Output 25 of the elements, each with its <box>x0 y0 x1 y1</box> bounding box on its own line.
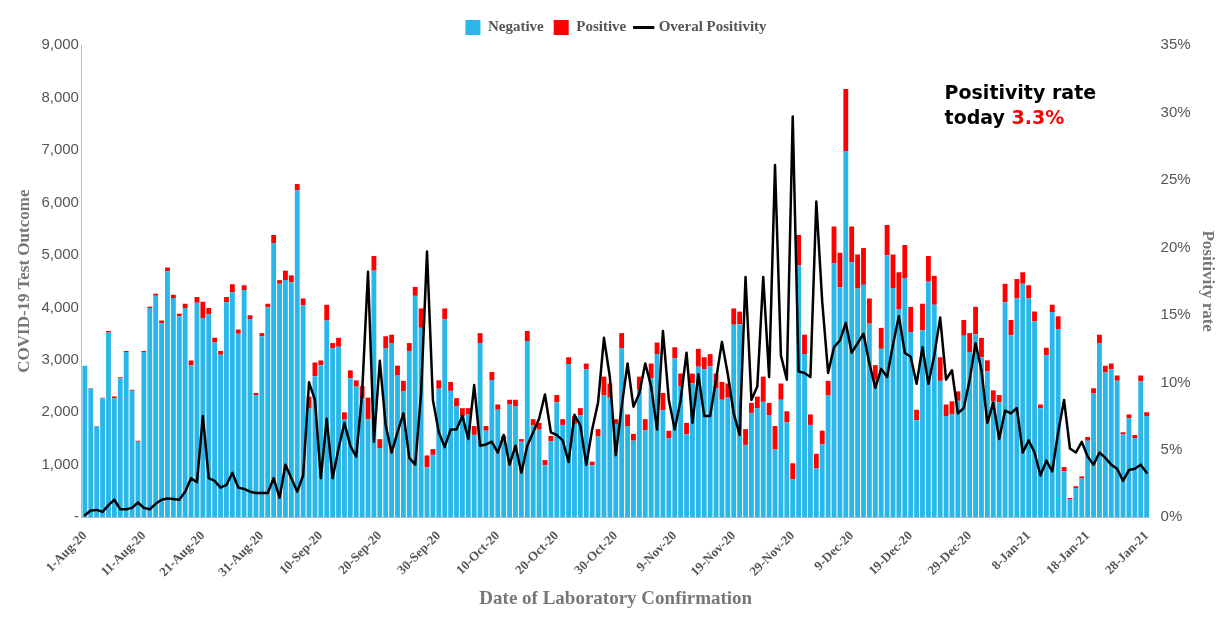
y-tick-label: 8,000 <box>41 87 79 105</box>
y-tick-label: 4,000 <box>41 297 79 315</box>
y2-tick-label: 20% <box>1160 237 1191 255</box>
y2-tick-label: 5% <box>1160 439 1183 457</box>
y2-tick-label: 35% <box>1160 35 1191 53</box>
y2-tick-label: 10% <box>1160 372 1191 390</box>
y-tick-label: 7,000 <box>41 140 79 158</box>
y2-tick-label: 0% <box>1160 507 1183 525</box>
y-tick-label: 2,000 <box>41 402 79 420</box>
y-tick-label: 6,000 <box>41 192 79 210</box>
y2-tick-label: 15% <box>1160 305 1191 323</box>
legend-label: Overal Positivity <box>658 18 768 35</box>
y2-axis-title: Positivity rate <box>1199 230 1219 333</box>
y-tick-label: 3,000 <box>41 350 79 368</box>
text: Positivity rate today 3.3% <box>944 81 1097 129</box>
y2-tick-label: 30% <box>1160 102 1191 120</box>
y2-tick-label: 25% <box>1160 170 1191 188</box>
y-axis-title: COVID-19 Test Outcome <box>13 189 33 373</box>
legend-label: Negative <box>487 18 545 35</box>
legend-label: Positive <box>576 18 627 35</box>
y-tick-label: 9,000 <box>41 35 79 53</box>
x-axis-title: Date of Laboratory Confirmation <box>479 586 753 608</box>
y-tick-label: 1,000 <box>41 454 79 472</box>
y-tick-label: 5,000 <box>41 245 79 263</box>
y-tick-label: - <box>73 507 79 525</box>
